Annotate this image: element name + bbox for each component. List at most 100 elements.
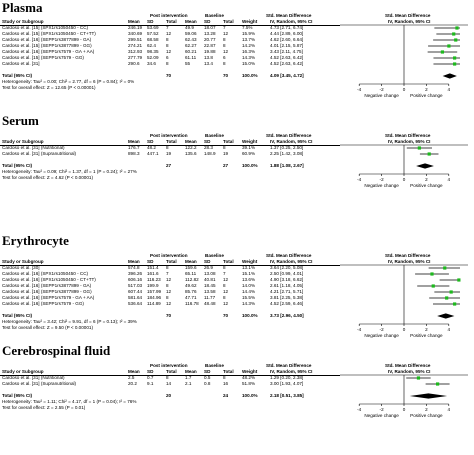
forest-plot: -4 -2 0 2 4 Negative change Positive change (340, 264, 468, 338)
total-weight: 100.0% (242, 163, 258, 168)
sd1-value: 57.52 (147, 31, 159, 36)
study-name: Cardoso et al. [16] (SPX1rs1050450 - CT+… (2, 277, 96, 282)
overall-effect-row: Test for overall effect: Z = 9.50 (P < 0… (0, 325, 340, 331)
total-row: Total (95% CI) 20 24 100.0% 2.18 [0.51, 3.85… (0, 393, 340, 399)
group1-header: Post intervention (150, 363, 188, 368)
pooled-diamond (442, 73, 457, 79)
pooled-diamond (416, 163, 434, 169)
weight-header: Weight (242, 259, 258, 264)
mean1-value: 246.19 (128, 25, 143, 30)
total-n2: 70 (223, 313, 229, 318)
ci-value: 4.52 [2.59, 6.46] (270, 301, 304, 306)
study-name: Cardoso et al. [16] (SEPP1rs3877899 - GA… (2, 283, 92, 288)
ci-value: 4.73 [2.71, 6.74] (270, 25, 304, 30)
header-row: Post intervention Baseline Std. Mean Diffe… (0, 363, 430, 369)
mean1-value: 274.21 (128, 43, 143, 48)
mean2-value: 159.6 (185, 265, 197, 270)
weight-header: Weight (242, 139, 258, 144)
negative-change-label: Negative change (364, 93, 399, 98)
table-row: Cardoso et al. [31] (Supranutritional) 89… (0, 151, 340, 157)
table-row: Cardoso et al. [31] (Nutritional) 176.7 48… (0, 145, 340, 151)
forest-panel: Plasma Post intervention Baseline Std. Mean… (0, 0, 474, 113)
study-name: Cardoso et al. [16] (SEPP1rs3877899 - GA… (2, 37, 92, 42)
panel-title: Serum (2, 113, 39, 128)
study-table: Post intervention Baseline Std. Mean Diffe… (0, 13, 430, 91)
header-rule (0, 375, 340, 376)
n1-value: 12 (166, 277, 172, 282)
tick-label: -4 (357, 327, 362, 332)
study-name: Cardoso et al. [16] (SEPP1rs7579 - GA + … (2, 49, 95, 54)
sd2-value: 18.45 (204, 283, 216, 288)
n1-value: 8 (166, 375, 169, 380)
study-estimate (457, 278, 461, 282)
sd1-value: 0.7 (147, 375, 154, 380)
n1-value: 6 (166, 55, 169, 60)
tick-label: 4 (448, 177, 451, 182)
mean1-value: 536.64 (128, 301, 143, 306)
study-table: Post intervention Baseline Std. Mean Diffe… (0, 133, 430, 181)
smd-header: Std. Mean Difference (266, 363, 312, 368)
mean2-value: 62.27 (185, 43, 197, 48)
study-estimate (447, 44, 451, 48)
n2-value: 12 (223, 301, 229, 306)
overall-effect-text: Test for overall effect: Z = 4.62 (P < 0… (2, 175, 93, 180)
n2-value: 7 (223, 25, 226, 30)
study-header: Study or Subgroup (2, 369, 44, 374)
heterogeneity-text: Heterogeneity: Tau² = 1.11; Chi² = 4.17,… (2, 399, 137, 404)
sd-header: SD (204, 19, 211, 24)
pooled-diamond (409, 393, 448, 399)
n1-value: 14 (166, 381, 172, 386)
n1-value: 12 (166, 289, 172, 294)
mean1-value: 299.51 (128, 37, 143, 42)
ci-value: 3.43 [2.11, 4.75] (270, 49, 303, 54)
mean1-value: 607.44 (128, 289, 143, 294)
sd2-value: 13.8 (204, 55, 213, 60)
ci-value: 4.21 [2.71, 5.71] (270, 289, 304, 294)
weight-value: 14.3% (242, 55, 256, 60)
sd2-value: 18.07 (204, 25, 216, 30)
ci-value: 1.29 [0.20, 2.38] (270, 375, 304, 380)
mean1-value: 517.03 (128, 283, 143, 288)
table-row: Cardoso et al. [15] (SEPP1rs3877899 - GG… (0, 43, 340, 49)
total-ci: 1.88 [1.08, 2.67] (270, 163, 304, 168)
mean2-value: 61.11 (185, 55, 197, 60)
table-row: Cardoso et al. [15] (SPX1rs1050450 - CC)… (0, 25, 340, 31)
header-rule (0, 25, 340, 26)
study-estimate (445, 296, 449, 300)
total-header: Total (166, 369, 177, 374)
ci-header: IV, Random, 95% CI (270, 259, 313, 264)
n2-value: 6 (223, 55, 226, 60)
group2-header: Baseline (205, 363, 224, 368)
total-header: Total (166, 259, 177, 264)
n2-value: 19 (223, 151, 229, 156)
sd2-value: 13.08 (204, 271, 216, 276)
ci-value: 2.50 [0.99, 4.01] (270, 271, 304, 276)
mean1-value: 898.3 (128, 151, 140, 156)
study-estimate (453, 56, 457, 60)
mean-header: Mean (128, 369, 140, 374)
mean2-value: 1.7 (185, 375, 192, 380)
mean1-value: 574.8 (128, 265, 140, 270)
sd2-value: 13.58 (204, 289, 216, 294)
sd1-value: 151.4 (147, 265, 159, 270)
mean2-value: 85.76 (185, 289, 197, 294)
negative-change-label: Negative change (364, 413, 399, 418)
mean2-value: 135.6 (185, 151, 197, 156)
table-row: Cardoso et al. [15] (SPX1rs1050450 - CT+… (0, 31, 340, 37)
smd-header: Std. Mean Difference (266, 133, 312, 138)
tick-label: 4 (448, 327, 451, 332)
heterogeneity-row: Heterogeneity: Tau² = 3.42; Chi² = 9.91,… (0, 319, 340, 325)
table-row: Cardoso et al. [16] (SPX1rs1050450 - CT+… (0, 277, 340, 283)
tick-label: -4 (357, 177, 362, 182)
weight-value: 13.1% (242, 265, 256, 270)
total-n2: 27 (223, 163, 229, 168)
heterogeneity-row: Heterogeneity: Tau² = 0.09; Chi² = 1.37,… (0, 169, 340, 175)
study-estimate (453, 62, 457, 66)
sd-header: SD (204, 139, 211, 144)
sd1-value: 199.9 (147, 283, 159, 288)
x-axis-ticks: -4 -2 0 2 4 (357, 404, 451, 412)
n2-value: 8 (223, 61, 226, 66)
n1-value: 19 (166, 151, 172, 156)
overall-effect-text: Test for overall effect: Z = 9.50 (P < 0… (2, 325, 93, 330)
tick-label: 4 (448, 87, 451, 92)
